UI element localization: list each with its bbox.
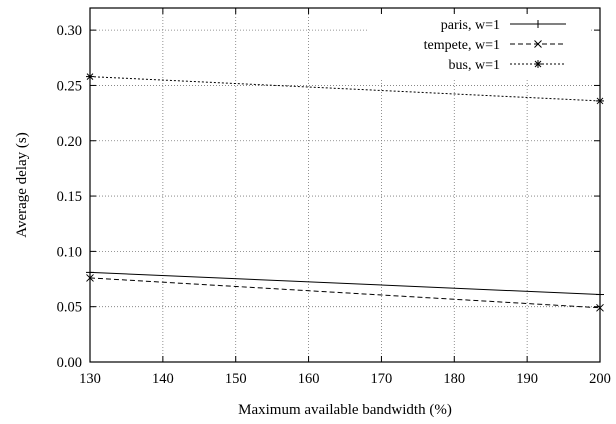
legend-swatch-marker [534,20,542,28]
x-tick-label: 160 [298,371,320,387]
y-tick-label: 0.15 [57,189,82,205]
y-tick-label: 0.30 [57,23,82,39]
x-axis-label: Maximum available bandwidth (%) [238,402,452,418]
x-tick-label: 200 [589,371,611,387]
series-line [89,271,601,296]
legend-swatch-marker [534,40,542,48]
y-tick-label: 0.10 [57,244,82,260]
x-tick-label: 180 [443,371,465,387]
series-line [89,76,601,102]
legend-swatch-marker [534,60,542,68]
y-tick-label: 0.00 [57,355,82,371]
y-axis-label: Average delay (s) [14,132,30,238]
x-tick-label: 190 [516,371,538,387]
axis-ticks: 130 140 150 160 170 180 190 200 0.00 0.05 0.10 0.15… [57,8,611,387]
x-tick-label: 130 [79,371,101,387]
legend-label: bus, w=1 [449,58,500,73]
legend-label: tempete, w=1 [424,38,500,53]
x-tick-label: 150 [225,371,247,387]
plot-frame [89,7,601,363]
x-tick-label: 140 [152,371,174,387]
legend-background [368,12,590,78]
y-tick-label: 0.20 [57,134,82,150]
legend: paris, w=1 tempete, w=1 bus, w=1 [424,18,566,73]
series-line [89,277,601,309]
plot-series [86,72,604,312]
y-tick-label: 0.05 [57,300,82,316]
x-tick-label: 170 [371,371,393,387]
grid-lines [90,8,600,362]
y-tick-label: 0.25 [57,78,82,94]
legend-label: paris, w=1 [441,18,500,33]
